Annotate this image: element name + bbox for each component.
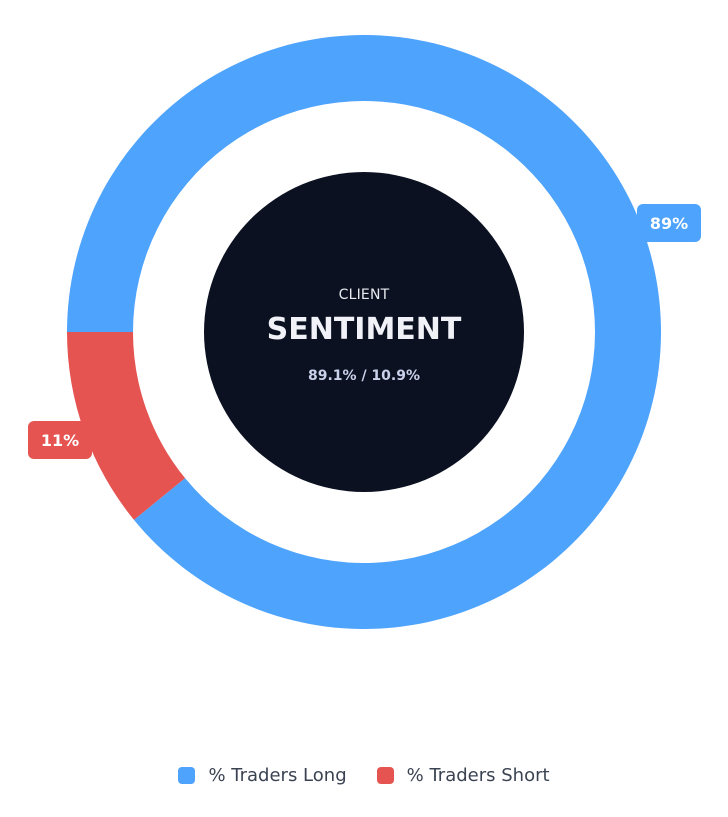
data-label-badge-long <box>637 204 701 242</box>
legend-swatch-long <box>178 766 196 784</box>
legend-item-short[interactable]: % Traders Short <box>376 764 550 786</box>
center-title: SENTIMENT <box>267 312 462 347</box>
data-label-badge-short <box>28 421 92 459</box>
legend-label-short: % Traders Short <box>406 764 550 786</box>
legend-item-long[interactable]: % Traders Long <box>178 764 347 786</box>
donut-slices <box>67 35 661 630</box>
data-label-text-short: 11% <box>41 431 79 450</box>
legend-swatch-short <box>376 766 394 784</box>
legend-label-long: % Traders Long <box>208 764 347 786</box>
center-eyebrow: CLIENT <box>339 287 390 303</box>
data-label-short: 11% <box>28 421 92 459</box>
center-disc <box>204 172 524 492</box>
data-labels: 89% 11% <box>28 204 701 459</box>
data-label-long: 89% <box>637 204 701 242</box>
chart-legend: % Traders Long % Traders Short <box>0 758 728 792</box>
slice-short[interactable] <box>67 332 186 520</box>
data-label-text-long: 89% <box>650 214 688 233</box>
center-subtitle: 89.1% / 10.9% <box>308 368 420 384</box>
